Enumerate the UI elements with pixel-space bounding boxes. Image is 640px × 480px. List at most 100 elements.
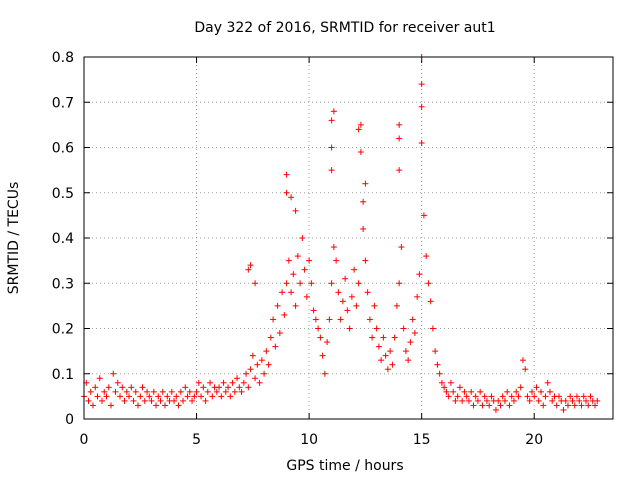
data-point bbox=[189, 397, 196, 404]
data-point bbox=[283, 189, 290, 196]
data-point bbox=[85, 397, 92, 404]
data-point bbox=[202, 397, 209, 404]
data-point bbox=[369, 334, 376, 341]
data-point bbox=[531, 393, 538, 400]
data-point bbox=[274, 302, 281, 309]
data-point bbox=[123, 388, 130, 395]
data-point bbox=[254, 361, 261, 368]
data-point bbox=[501, 397, 508, 404]
data-point bbox=[447, 379, 454, 386]
data-point bbox=[308, 280, 315, 287]
data-point bbox=[92, 384, 99, 391]
data-point bbox=[283, 171, 290, 178]
data-point bbox=[364, 289, 371, 296]
data-point bbox=[425, 280, 432, 287]
data-point bbox=[384, 366, 391, 373]
data-point bbox=[544, 379, 551, 386]
data-point bbox=[220, 379, 227, 386]
data-point bbox=[173, 393, 180, 400]
data-point bbox=[366, 316, 373, 323]
data-point bbox=[310, 307, 317, 314]
data-point bbox=[380, 334, 387, 341]
data-point bbox=[375, 343, 382, 350]
data-point bbox=[315, 325, 322, 332]
data-point bbox=[524, 393, 531, 400]
data-point bbox=[515, 393, 522, 400]
data-point bbox=[411, 330, 418, 337]
data-point bbox=[483, 397, 490, 404]
data-point bbox=[301, 266, 308, 273]
x-tick-label: 5 bbox=[192, 432, 201, 448]
data-point bbox=[526, 397, 533, 404]
data-point bbox=[576, 397, 583, 404]
data-point bbox=[517, 384, 524, 391]
data-point bbox=[96, 375, 103, 382]
data-point bbox=[398, 244, 405, 251]
data-point bbox=[362, 257, 369, 264]
data-point bbox=[236, 384, 243, 391]
data-point bbox=[258, 357, 265, 364]
data-point bbox=[130, 397, 137, 404]
data-point bbox=[371, 302, 378, 309]
data-point bbox=[443, 388, 450, 395]
data-point bbox=[492, 406, 499, 413]
data-point bbox=[450, 388, 457, 395]
data-point bbox=[177, 388, 184, 395]
data-point bbox=[328, 280, 335, 287]
data-point bbox=[573, 393, 580, 400]
data-point bbox=[328, 117, 335, 124]
data-point bbox=[373, 325, 380, 332]
data-point bbox=[337, 316, 344, 323]
data-point bbox=[288, 289, 295, 296]
data-point bbox=[330, 108, 337, 115]
data-point bbox=[141, 397, 148, 404]
y-tick-label: 0.6 bbox=[52, 141, 74, 157]
data-points bbox=[81, 54, 601, 413]
data-point bbox=[479, 402, 486, 409]
data-point bbox=[184, 393, 191, 400]
data-point bbox=[240, 379, 247, 386]
data-point bbox=[110, 370, 117, 377]
data-point bbox=[427, 298, 434, 305]
data-point bbox=[389, 361, 396, 368]
data-point bbox=[546, 388, 553, 395]
data-point bbox=[463, 393, 470, 400]
y-tick-label: 0.1 bbox=[52, 367, 74, 383]
data-point bbox=[261, 370, 268, 377]
data-point bbox=[355, 126, 362, 133]
data-point bbox=[465, 397, 472, 404]
data-point bbox=[303, 293, 310, 300]
data-point bbox=[148, 397, 155, 404]
data-point bbox=[393, 302, 400, 309]
data-point bbox=[105, 384, 112, 391]
data-point bbox=[533, 384, 540, 391]
data-point bbox=[285, 257, 292, 264]
data-point bbox=[330, 244, 337, 251]
data-point bbox=[519, 357, 526, 364]
data-point bbox=[180, 397, 187, 404]
x-tick-label: 15 bbox=[413, 432, 431, 448]
y-tick-label: 0 bbox=[65, 412, 74, 428]
data-point bbox=[461, 388, 468, 395]
data-point bbox=[342, 275, 349, 282]
data-point bbox=[256, 379, 263, 386]
data-point bbox=[357, 149, 364, 156]
data-point bbox=[164, 393, 171, 400]
data-point bbox=[157, 397, 164, 404]
tick-layer: 0 5 10 15 20 0 0.1 0.2 0.3 0.4 0.5 0.6 0.7 0.8 bbox=[52, 50, 613, 448]
data-point bbox=[360, 225, 367, 232]
data-point bbox=[508, 393, 515, 400]
data-point bbox=[459, 397, 466, 404]
data-point bbox=[499, 393, 506, 400]
data-point bbox=[567, 393, 574, 400]
y-tick-label: 0.4 bbox=[52, 231, 74, 247]
data-point bbox=[272, 343, 279, 350]
data-point bbox=[213, 388, 220, 395]
data-point bbox=[396, 121, 403, 128]
data-point bbox=[135, 402, 142, 409]
data-point bbox=[564, 402, 571, 409]
data-point bbox=[328, 144, 335, 151]
data-point bbox=[276, 330, 283, 337]
data-point bbox=[432, 348, 439, 355]
